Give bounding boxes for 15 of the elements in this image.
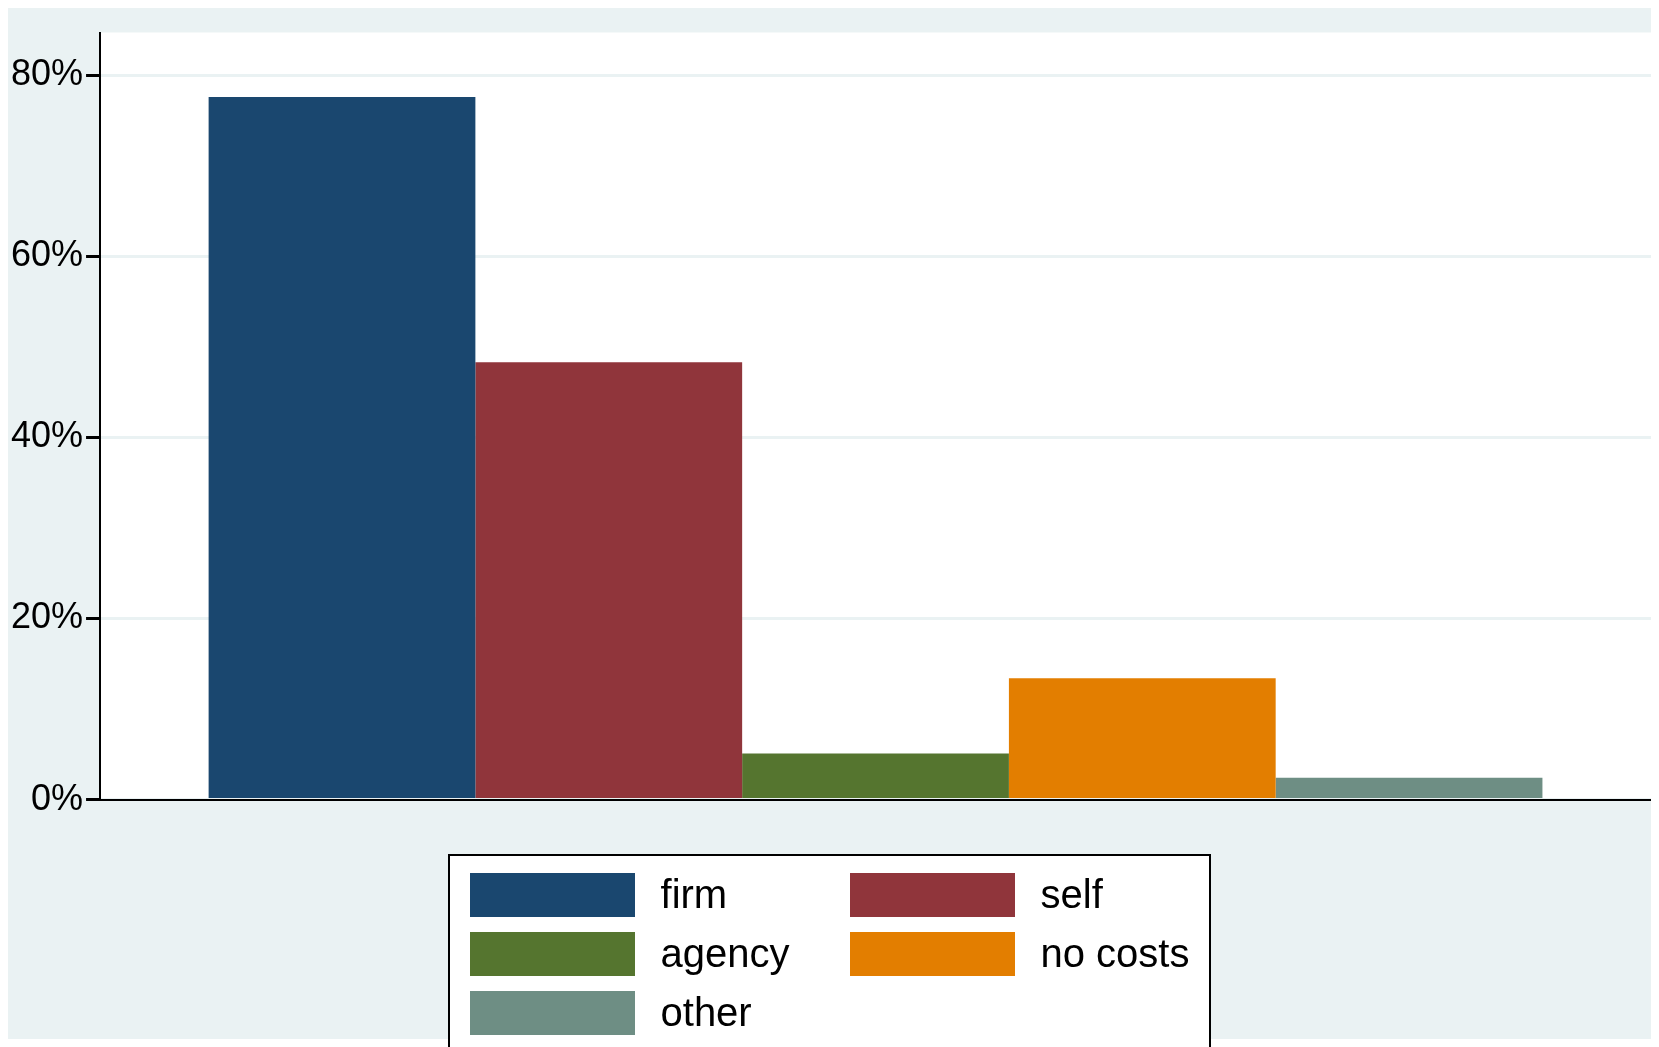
bar <box>208 96 476 799</box>
legend-label: other <box>660 990 752 1035</box>
y-tick-label: 80% <box>10 52 84 94</box>
y-tick-label: 40% <box>10 414 84 456</box>
bar <box>742 753 1009 799</box>
legend-label: self <box>1040 872 1103 917</box>
legend-label: firm <box>660 872 728 917</box>
y-tick-label: 0% <box>31 776 84 818</box>
y-tick-label: 60% <box>10 233 84 275</box>
bar <box>475 362 743 799</box>
bar <box>1275 777 1543 799</box>
y-tick-label: 20% <box>10 595 84 637</box>
legend-label: no costs <box>1040 931 1190 976</box>
legend-label: agency <box>660 931 790 976</box>
bar <box>1008 678 1276 799</box>
